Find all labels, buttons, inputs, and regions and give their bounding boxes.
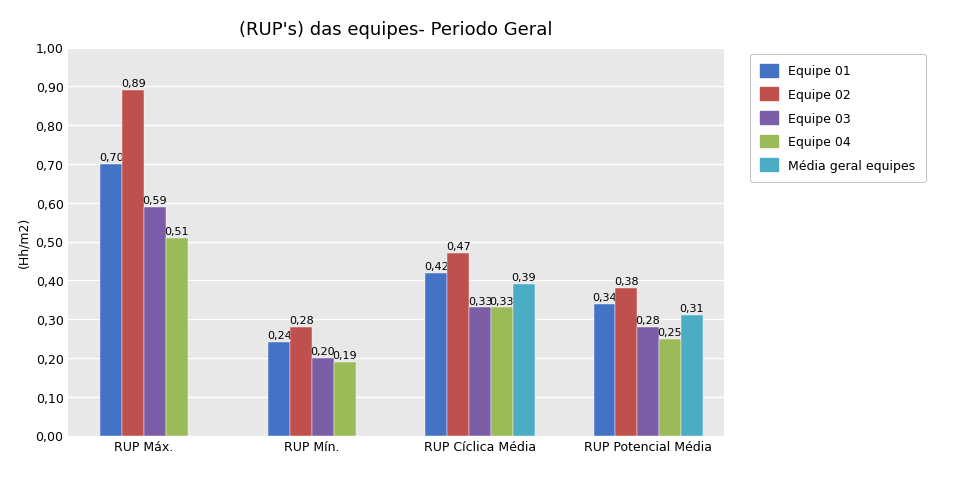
Bar xyxy=(166,238,188,436)
Bar xyxy=(658,339,680,436)
Bar xyxy=(425,273,446,436)
Title: (RUP's) das equipes- Periodo Geral: (RUP's) das equipes- Periodo Geral xyxy=(239,20,552,39)
Bar xyxy=(680,316,702,436)
Text: 0,28: 0,28 xyxy=(635,315,659,325)
Text: 0,33: 0,33 xyxy=(467,296,491,306)
Bar xyxy=(637,327,658,436)
Text: 0,20: 0,20 xyxy=(311,346,335,356)
Bar xyxy=(469,308,490,436)
Bar xyxy=(290,327,312,436)
Bar xyxy=(446,254,469,436)
Text: 0,19: 0,19 xyxy=(332,350,357,360)
Text: 0,34: 0,34 xyxy=(591,292,616,302)
Text: 0,89: 0,89 xyxy=(120,79,146,89)
Text: 0,31: 0,31 xyxy=(679,303,703,314)
Bar xyxy=(490,308,512,436)
Text: 0,47: 0,47 xyxy=(446,242,470,252)
Text: 0,59: 0,59 xyxy=(143,195,167,205)
Text: 0,39: 0,39 xyxy=(511,272,535,283)
Bar xyxy=(122,91,144,436)
Bar xyxy=(512,285,534,436)
Text: 0,42: 0,42 xyxy=(424,261,448,271)
Bar xyxy=(101,165,122,436)
Bar xyxy=(268,343,290,436)
Text: 0,70: 0,70 xyxy=(99,152,123,163)
Text: 0,33: 0,33 xyxy=(489,296,514,306)
Text: 0,25: 0,25 xyxy=(657,327,682,337)
Bar xyxy=(144,207,166,436)
Text: 0,51: 0,51 xyxy=(164,226,189,236)
Text: 0,38: 0,38 xyxy=(614,276,638,287)
Text: 0,28: 0,28 xyxy=(288,315,314,325)
Bar xyxy=(312,358,333,436)
Y-axis label: (Hh/m2): (Hh/m2) xyxy=(17,216,30,268)
Bar xyxy=(333,362,356,436)
Bar xyxy=(593,304,615,436)
Legend: Equipe 01, Equipe 02, Equipe 03, Equipe 04, Média geral equipes: Equipe 01, Equipe 02, Equipe 03, Equipe … xyxy=(748,55,924,182)
Text: 0,24: 0,24 xyxy=(267,331,291,341)
Bar xyxy=(615,288,637,436)
